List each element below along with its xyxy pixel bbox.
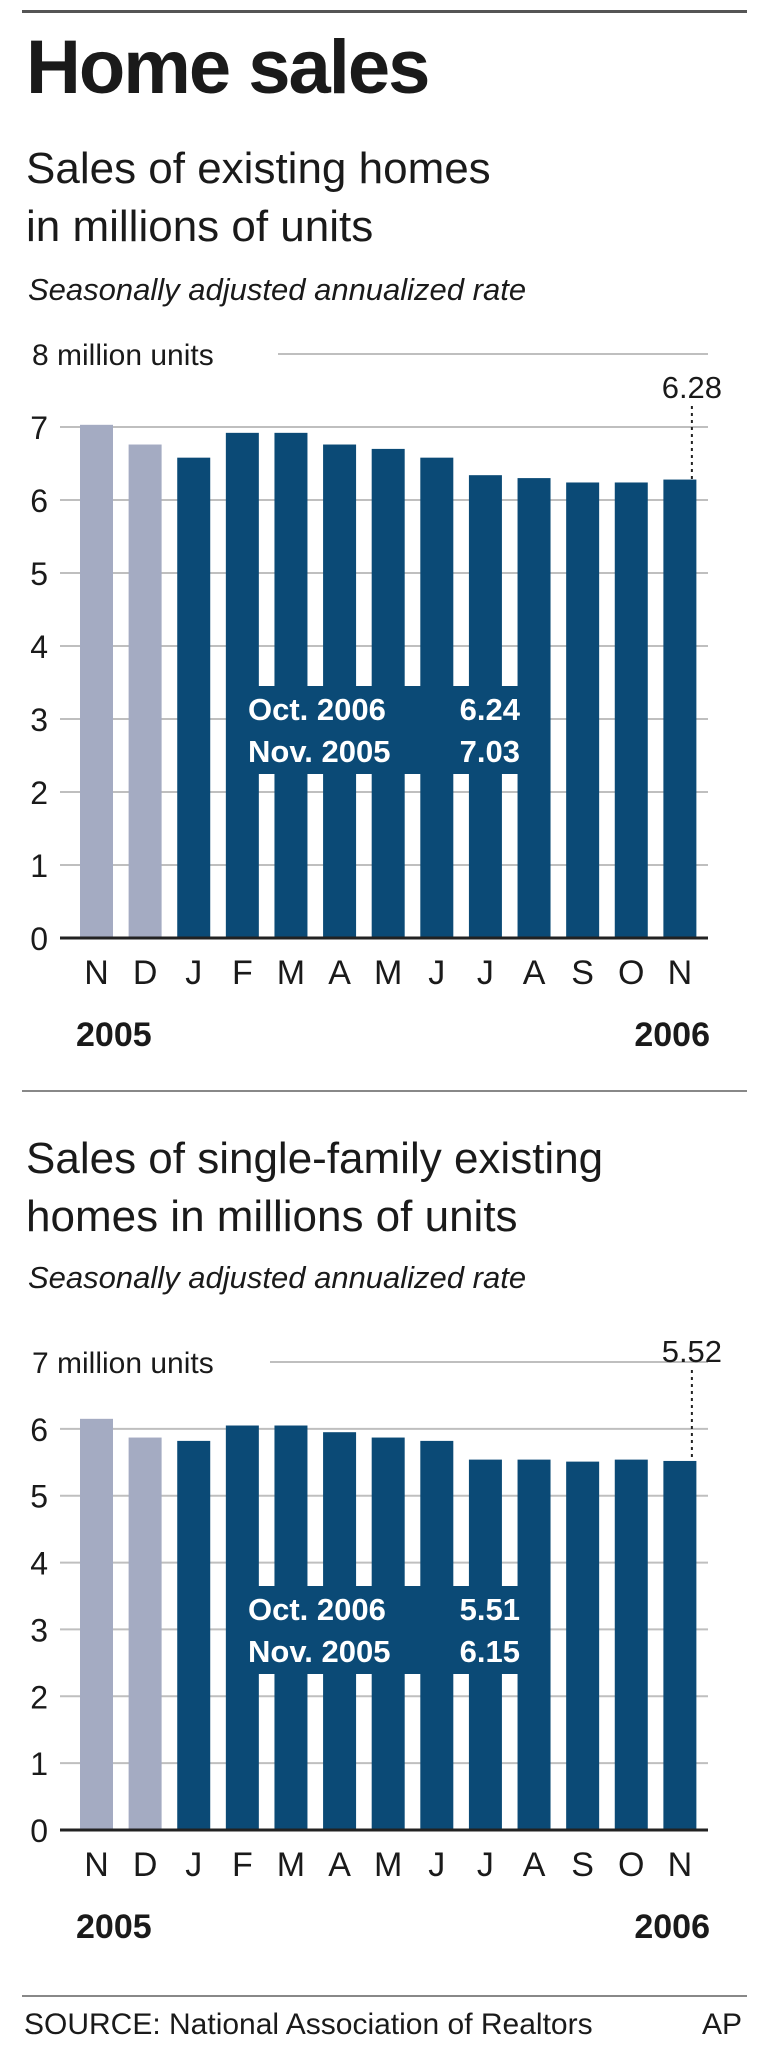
y-tick-label: 6	[30, 483, 48, 519]
bar-2	[177, 457, 211, 938]
y-tick-label: 0	[30, 921, 48, 957]
inset-value-prior: 7.03	[460, 734, 520, 769]
x-tick-label: N	[84, 1846, 109, 1884]
y-tick-label: 2	[30, 1679, 48, 1715]
bar-11	[614, 482, 648, 938]
x-tick-label: M	[277, 1846, 305, 1884]
x-tick-label: J	[185, 954, 202, 992]
y-tick-label: 1	[30, 848, 48, 884]
bar-0	[80, 424, 113, 938]
bar-1	[128, 1437, 162, 1830]
x-tick-label: M	[374, 1846, 402, 1884]
bar-12	[663, 479, 697, 938]
inset-label-current: Oct. 2006	[248, 692, 386, 727]
chart2-note: Seasonally adjusted annualized rate	[28, 1260, 527, 1295]
bottom-rule	[22, 1995, 747, 1997]
bar-10	[566, 1461, 600, 1830]
x-tick-label: J	[185, 1846, 202, 1884]
year-label-start: 2005	[76, 1016, 152, 1054]
ap-credit: AP	[701, 2008, 742, 2041]
y-tick-label: 3	[30, 1612, 48, 1648]
top-axis-label: 7 million units	[32, 1347, 214, 1380]
x-tick-label: N	[668, 1846, 693, 1884]
chart2-subtitle-line1: Sales of single-family existing	[26, 1134, 604, 1183]
bar-11	[614, 1459, 648, 1830]
source-note: SOURCE: National Association of Realtors	[24, 2008, 593, 2041]
bar-0	[80, 1418, 113, 1830]
y-tick-label: 5	[30, 556, 48, 592]
x-tick-label: J	[428, 954, 445, 992]
year-label-end: 2006	[634, 1908, 710, 1946]
y-tick-label: 5	[30, 1479, 48, 1515]
inset-label-prior: Nov. 2005	[248, 734, 390, 769]
middle-rule	[22, 1090, 747, 1092]
y-tick-label: 4	[30, 1546, 48, 1582]
y-tick-label: 3	[30, 702, 48, 738]
chart1-subtitle-line1: Sales of existing homes	[26, 144, 491, 193]
page-title: Home sales	[26, 25, 430, 110]
top-axis-label: 8 million units	[32, 339, 214, 372]
y-tick-label: 1	[30, 1746, 48, 1782]
x-tick-label: N	[668, 954, 693, 992]
x-tick-label: D	[133, 1846, 158, 1884]
bar-10	[566, 482, 600, 938]
x-tick-label: S	[571, 1846, 594, 1884]
bar-3	[225, 432, 259, 938]
top-rule	[22, 10, 747, 13]
inset-value-current: 6.24	[460, 692, 521, 727]
x-tick-label: J	[477, 1846, 494, 1884]
x-tick-label: N	[84, 954, 109, 992]
x-tick-label: D	[133, 954, 158, 992]
x-tick-label: O	[618, 1846, 644, 1884]
bar-1	[128, 444, 162, 938]
year-label-start: 2005	[76, 1908, 152, 1946]
x-tick-label: F	[232, 1846, 253, 1884]
year-label-end: 2006	[634, 1016, 710, 1054]
y-tick-label: 0	[30, 1813, 48, 1849]
x-tick-label: J	[477, 954, 494, 992]
inset-label-current: Oct. 2006	[248, 1592, 386, 1627]
last-value-callout: 6.28	[662, 370, 722, 405]
chart1-note: Seasonally adjusted annualized rate	[28, 272, 527, 307]
bar-12	[663, 1460, 697, 1830]
y-tick-label: 2	[30, 775, 48, 811]
inset-value-prior: 6.15	[460, 1634, 520, 1669]
y-tick-label: 6	[30, 1412, 48, 1448]
inset-label-prior: Nov. 2005	[248, 1634, 390, 1669]
x-tick-label: A	[523, 1846, 546, 1884]
x-tick-label: F	[232, 954, 253, 992]
x-tick-label: A	[523, 954, 546, 992]
x-tick-label: M	[277, 954, 305, 992]
last-value-callout: 5.52	[662, 1334, 722, 1369]
chart1-subtitle-line2: in millions of units	[26, 202, 374, 251]
bar-4	[274, 432, 308, 938]
x-tick-label: J	[428, 1846, 445, 1884]
x-tick-label: S	[571, 954, 594, 992]
inset-value-current: 5.51	[460, 1592, 520, 1627]
x-tick-label: A	[328, 1846, 351, 1884]
x-tick-label: A	[328, 954, 351, 992]
bar-2	[177, 1440, 211, 1830]
inset-panel	[240, 1586, 530, 1674]
y-tick-label: 4	[30, 629, 48, 665]
chart2-subtitle-line2: homes in millions of units	[26, 1192, 518, 1241]
inset-panel	[240, 686, 530, 774]
y-tick-label: 7	[30, 410, 48, 446]
x-tick-label: M	[374, 954, 402, 992]
x-tick-label: O	[618, 954, 644, 992]
